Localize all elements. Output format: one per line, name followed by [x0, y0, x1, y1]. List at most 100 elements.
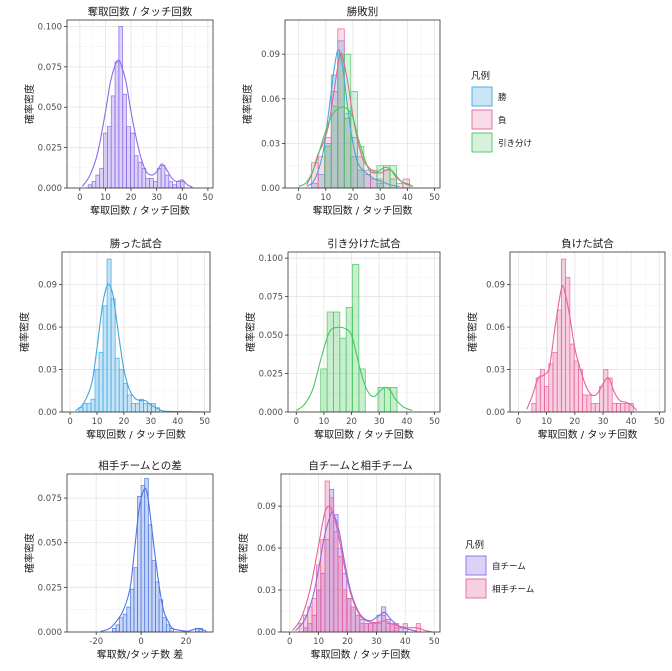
y-tick-label: 0.100	[259, 254, 283, 264]
x-tick-label: 10	[320, 193, 331, 203]
x-axis-label: 奪取回数 / タッチ回数	[314, 428, 414, 441]
histogram-bar	[114, 61, 120, 189]
panel-border	[284, 19, 441, 189]
y-tick-label: 0.03	[38, 366, 57, 376]
histogram-bar	[156, 168, 162, 189]
y-axis-label: 確率密度	[241, 84, 254, 124]
histogram-bar	[603, 369, 609, 413]
y-tick-label: 0.075	[259, 293, 283, 303]
panel-title: 引き分けた試合	[327, 237, 401, 250]
histogram-bar	[330, 105, 339, 189]
histogram-bar	[106, 258, 112, 413]
histogram-bar	[155, 581, 160, 633]
histogram-bar	[616, 403, 621, 413]
plot-background	[285, 20, 440, 188]
histogram-bar	[355, 614, 361, 633]
y-axis-ticks: 0.000 0.025 0.050 0.075 0.100	[259, 254, 288, 418]
density-curve	[75, 283, 205, 413]
x-tick-label: 40	[402, 193, 413, 203]
histogram-bar	[98, 352, 104, 413]
density-curve	[306, 52, 414, 187]
x-axis-ticks: 0 10 20 30 40 50	[294, 412, 440, 427]
x-tick-label: 20	[118, 417, 129, 427]
histogram-bar	[383, 387, 392, 413]
histogram-bar	[345, 307, 353, 413]
histogram-bar	[569, 343, 575, 413]
panel-border	[66, 19, 214, 189]
histogram-bar	[102, 305, 108, 413]
histogram-bar	[326, 311, 334, 413]
legend-label: 勝	[498, 92, 507, 103]
histogram-bar	[86, 403, 92, 413]
chart-panel: 0 10 20 30 40 50 0.000 0.025 0.050 0.075 0.100 奪取回数…	[23, 5, 214, 217]
histogram-bar	[114, 357, 120, 413]
y-axis-ticks: 0.00 0.03 0.06 0.09	[257, 502, 281, 638]
minor-gridlines	[67, 474, 213, 632]
histogram-bar	[149, 177, 154, 189]
y-axis-label: 確率密度	[23, 533, 36, 573]
legend-label: 引き分け	[498, 139, 532, 149]
x-tick-label: 0	[296, 193, 301, 203]
y-tick-label: 0.09	[38, 281, 57, 291]
legend-label: 負	[498, 115, 507, 126]
histogram-bar	[165, 624, 171, 633]
histogram-bar	[130, 403, 136, 413]
histogram-bar	[140, 485, 146, 633]
legend-key	[471, 132, 493, 153]
plot-background	[510, 252, 665, 412]
y-axis-label: 確率密度	[23, 84, 36, 124]
y-axis-ticks: 0.00 0.03 0.06 0.09	[261, 50, 285, 194]
y-tick-label: 0.025	[259, 370, 283, 380]
x-tick-label: 0	[77, 193, 82, 203]
y-axis-label: 確率密度	[237, 533, 250, 573]
y-axis-ticks: 0.000 0.025 0.050 0.075	[38, 494, 67, 638]
histogram-bar	[582, 394, 588, 413]
major-gridlines	[281, 474, 440, 633]
histogram-bar	[346, 598, 352, 633]
histogram-bar	[134, 403, 140, 413]
x-tick-label: 40	[401, 417, 412, 427]
x-tick-label: 0	[138, 637, 143, 647]
histogram-bar	[122, 93, 127, 189]
x-tick-label: 10	[319, 417, 330, 427]
histogram-bar	[363, 623, 369, 633]
x-tick-label: 10	[92, 417, 103, 427]
histogram-bar	[91, 181, 97, 189]
histogram-bar	[164, 174, 170, 189]
histogram-bar	[176, 181, 181, 189]
panel-title: 奪取回数 / タッチ回数	[88, 5, 193, 18]
histogram-bar	[320, 368, 328, 413]
chart-panel: 0 10 20 30 40 50 0.00 0.03 0.06 0.09 自チームと相手チーム奪取回…	[237, 459, 534, 661]
histogram-bar	[590, 403, 596, 413]
x-tick-label: 10	[313, 637, 324, 647]
histogram-bar	[377, 387, 385, 413]
histogram-bar	[122, 613, 128, 633]
density-curve	[306, 49, 400, 188]
x-tick-label: 0	[516, 417, 521, 427]
density-curve	[526, 284, 638, 411]
histogram-bar	[112, 628, 117, 633]
x-tick-label: 30	[375, 193, 386, 203]
legend-key	[471, 109, 493, 130]
histogram-bar	[162, 617, 167, 633]
histogram-bar	[118, 369, 124, 413]
histogram-bar	[99, 168, 104, 189]
panel-border	[66, 473, 214, 633]
y-tick-label: 0.000	[38, 628, 62, 638]
major-gridlines	[285, 20, 440, 189]
x-tick-label: 0	[67, 417, 72, 427]
x-tick-label: 50	[654, 417, 665, 427]
x-tick-label: 0	[294, 417, 299, 427]
y-tick-label: 0.050	[38, 539, 62, 549]
panel-title: 相手チームとの差	[98, 459, 182, 472]
x-tick-label: 10	[100, 193, 111, 203]
y-tick-label: 0.00	[261, 184, 280, 194]
histogram-bar	[552, 352, 558, 413]
y-tick-label: 0.06	[486, 323, 505, 333]
plot-background	[67, 20, 213, 188]
y-axis-ticks: 0.000 0.025 0.050 0.075 0.100	[38, 22, 67, 194]
